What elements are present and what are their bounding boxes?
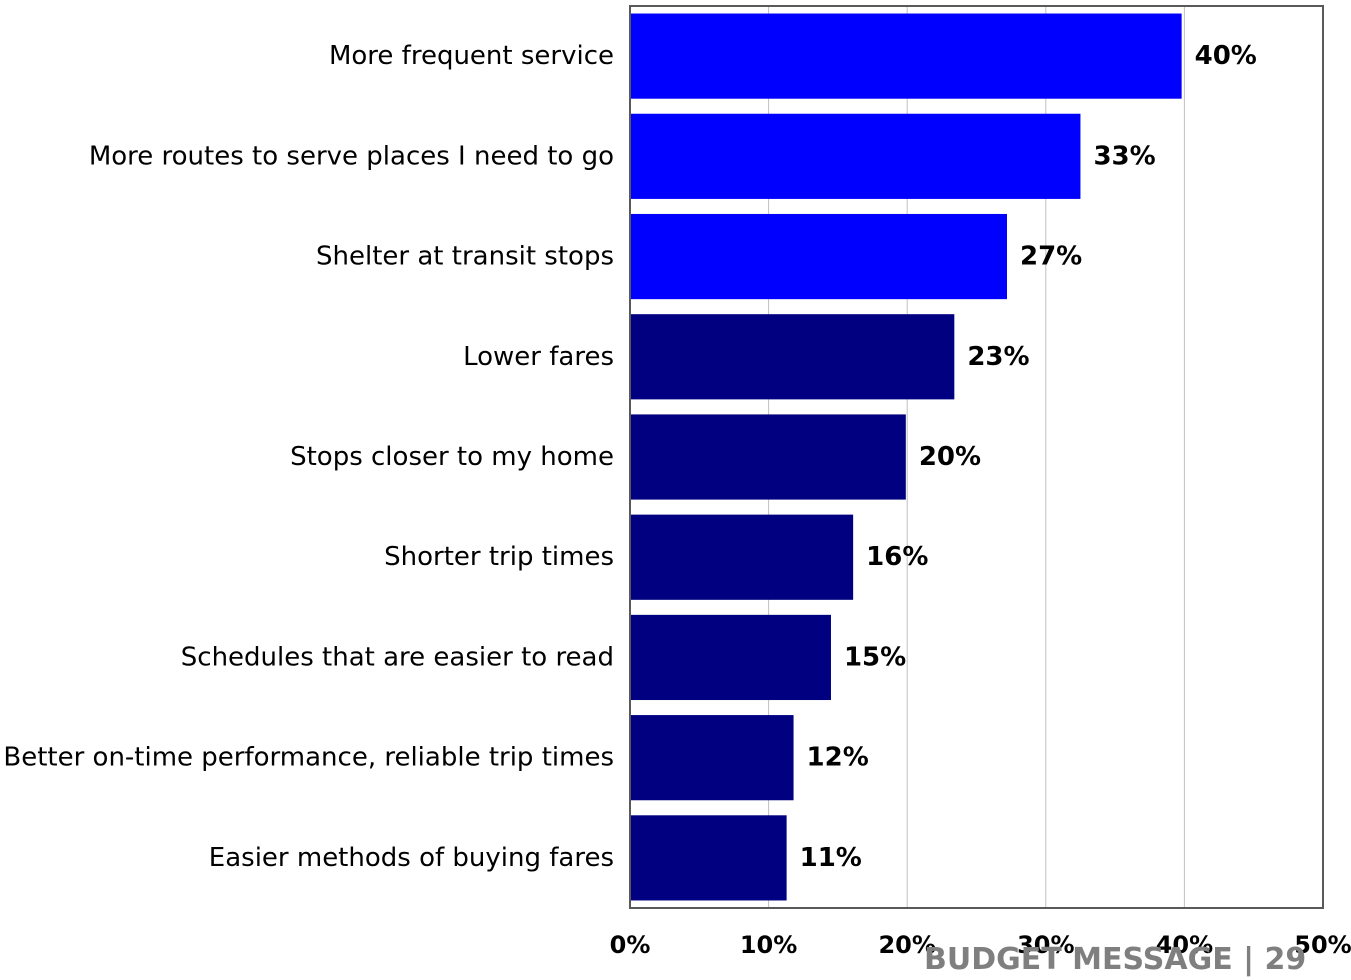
bar <box>630 414 906 500</box>
value-label: 33% <box>1093 141 1155 171</box>
category-label: Better on-time performance, reliable tri… <box>3 743 614 773</box>
category-label: Shelter at transit stops <box>316 242 614 272</box>
value-label: 12% <box>807 743 869 773</box>
bar <box>630 314 955 400</box>
bars <box>630 13 1182 901</box>
x-tick-label: 10% <box>740 931 797 959</box>
value-labels: 40% 33% 27% 23% 20% 16% 15% 12% 11% <box>800 41 1257 873</box>
bar <box>630 514 854 600</box>
page-footer: BUDGET MESSAGE | 29 <box>924 942 1307 977</box>
category-label: Schedules that are easier to read <box>181 642 614 672</box>
bar <box>630 715 794 801</box>
x-tick-labels: 0% 10% 20% 30% 40% 50% <box>610 931 1351 959</box>
value-label: 40% <box>1195 41 1257 71</box>
value-label: 11% <box>800 843 862 873</box>
value-label: 15% <box>844 642 906 672</box>
x-tick-label: 40% <box>1156 931 1213 959</box>
bar <box>630 113 1081 199</box>
value-label: 23% <box>967 342 1029 372</box>
bar <box>630 213 1007 300</box>
value-label: 20% <box>919 442 981 472</box>
category-label: Stops closer to my home <box>290 442 614 472</box>
category-labels: More frequent service More routes to serv… <box>3 41 614 873</box>
x-tick-label: 30% <box>1017 931 1074 959</box>
plot-frame <box>629 5 1324 909</box>
category-label: More routes to serve places I need to go <box>89 141 614 171</box>
bar <box>630 815 787 901</box>
category-label: Easier methods of buying fares <box>209 843 614 873</box>
value-label: 27% <box>1020 242 1082 272</box>
value-label: 16% <box>866 542 928 572</box>
category-label: Shorter trip times <box>384 542 614 572</box>
category-label: More frequent service <box>329 41 614 71</box>
x-tick-label: 20% <box>878 931 935 959</box>
x-tick-label: 50% <box>1294 931 1351 959</box>
x-tick-label: 0% <box>610 931 651 959</box>
bar <box>630 13 1182 99</box>
bar <box>630 614 831 701</box>
category-label: Lower fares <box>463 342 614 372</box>
